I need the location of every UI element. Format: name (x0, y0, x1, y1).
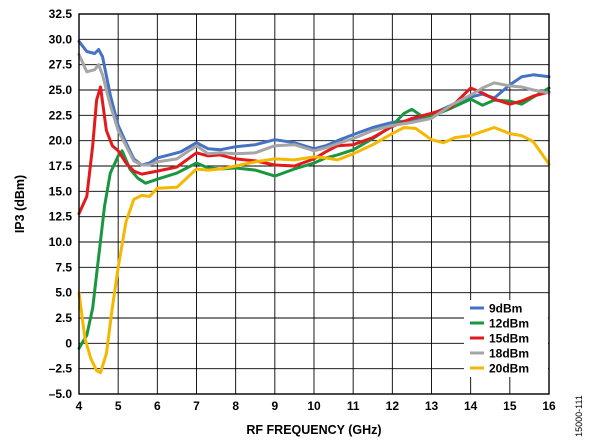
y-tick-label: 17.5 (49, 159, 73, 173)
x-tick-label: 15 (503, 399, 517, 413)
x-tick-label: 5 (115, 399, 122, 413)
series-line-18dBm (77, 53, 551, 167)
plot-frame (78, 13, 550, 395)
series-line-15dBm (77, 85, 551, 216)
y-tick-label: –2.5 (49, 362, 73, 376)
x-tick-label: 4 (76, 399, 83, 413)
y-axis-tick-labels: 32.5 30.0 27.5 25.0 22.5 20.0 17.5 15.0 12.5 10.0… (49, 7, 73, 401)
y-tick-label: 32.5 (49, 7, 73, 21)
series-line-20dBm (77, 126, 551, 375)
x-axis-title: RF FREQUENCY (GHz) (246, 423, 381, 437)
x-tick-label: 9 (271, 399, 278, 413)
y-tick-label: 27.5 (49, 58, 73, 72)
x-tick-label: 12 (386, 399, 400, 413)
y-tick-label: 22.5 (49, 108, 73, 122)
y-tick-label: 20.0 (49, 134, 73, 148)
y-tick-label: 30.0 (49, 32, 73, 46)
x-tick-label: 8 (232, 399, 239, 413)
x-axis-tick-labels: 4 5 6 7 8 9 10 11 12 13 14 15 16 (76, 399, 556, 413)
legend-label: 12dBm (489, 317, 529, 331)
x-tick-label: 13 (425, 399, 439, 413)
legend-label: 15dBm (489, 332, 529, 346)
series-line-12dBm (77, 86, 551, 350)
x-tick-label: 16 (542, 399, 556, 413)
x-tick-label: 14 (464, 399, 478, 413)
y-axis-title: IP3 (dBm) (13, 175, 27, 233)
legend-label: 18dBm (489, 347, 529, 361)
legend-label: 20dBm (489, 362, 529, 376)
x-tick-label: 6 (154, 399, 161, 413)
legend-label: 9dBm (489, 302, 522, 316)
y-tick-label: 2.5 (55, 311, 72, 325)
y-tick-label: 5.0 (55, 286, 72, 300)
series-lines (77, 39, 551, 375)
figure-id-label: 15000-111 (574, 395, 584, 437)
x-tick-label: 10 (307, 399, 321, 413)
y-tick-label: 10.0 (49, 235, 73, 249)
y-tick-label: 0 (65, 336, 72, 350)
x-tick-label: 11 (347, 399, 360, 413)
y-tick-label: 7.5 (55, 260, 72, 274)
y-tick-label: 15.0 (49, 184, 73, 198)
y-tick-label: 12.5 (49, 210, 73, 224)
y-tick-label: –5.0 (49, 387, 73, 401)
y-tick-label: 25.0 (49, 83, 73, 97)
x-tick-label: 7 (193, 399, 200, 413)
